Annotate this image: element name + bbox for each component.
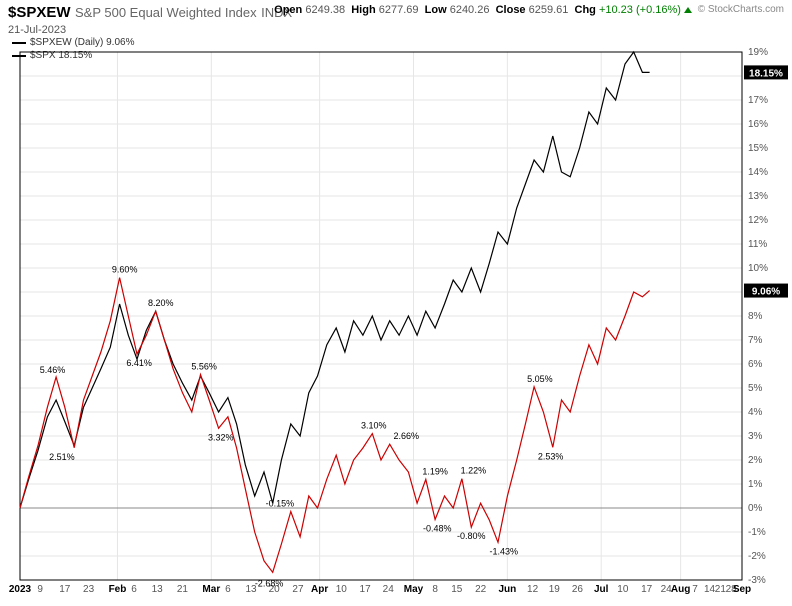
svg-text:8.20%: 8.20% [148,298,174,308]
svg-text:7: 7 [692,584,698,595]
svg-text:17: 17 [360,584,372,595]
svg-text:3.32%: 3.32% [208,432,234,442]
svg-text:Mar: Mar [202,584,220,595]
svg-text:Sep: Sep [733,584,751,595]
svg-text:22: 22 [475,584,487,595]
chart-svg: -3%-2%-1%0%1%2%3%4%5%6%7%8%9%10%11%12%13… [0,0,792,606]
svg-text:17%: 17% [748,95,768,106]
stock-chart: $SPXEW S&P 500 Equal Weighted Index INDX… [0,0,792,606]
svg-text:1%: 1% [748,479,763,490]
svg-text:12%: 12% [748,215,768,226]
svg-text:12: 12 [527,584,539,595]
svg-text:9.60%: 9.60% [112,265,138,275]
svg-text:-1.43%: -1.43% [489,546,518,556]
svg-text:17: 17 [641,584,653,595]
svg-text:2.51%: 2.51% [49,452,75,462]
svg-text:6: 6 [131,584,137,595]
svg-text:10: 10 [336,584,348,595]
svg-text:0%: 0% [748,503,763,514]
svg-text:May: May [404,584,424,595]
svg-text:2%: 2% [748,455,763,466]
svg-text:6%: 6% [748,359,763,370]
svg-text:19%: 19% [748,47,768,58]
svg-text:11%: 11% [748,239,767,250]
svg-text:21: 21 [177,584,189,595]
svg-text:27: 27 [292,584,304,595]
svg-text:-0.48%: -0.48% [423,524,452,534]
svg-text:-2%: -2% [748,551,766,562]
svg-text:2023: 2023 [9,584,32,595]
svg-text:26: 26 [572,584,584,595]
svg-text:5.05%: 5.05% [527,374,553,384]
svg-text:5.46%: 5.46% [40,365,66,375]
svg-text:10%: 10% [748,263,768,274]
svg-text:3.10%: 3.10% [361,421,387,431]
svg-text:24: 24 [383,584,395,595]
svg-text:-1%: -1% [748,527,766,538]
svg-text:5%: 5% [748,383,763,394]
svg-text:8%: 8% [748,311,763,322]
svg-text:-2.68%: -2.68% [255,578,284,588]
svg-text:19: 19 [549,584,561,595]
svg-text:14%: 14% [748,167,768,178]
svg-text:21: 21 [715,584,727,595]
svg-text:14: 14 [704,584,716,595]
svg-text:Jun: Jun [498,584,516,595]
svg-text:Apr: Apr [311,584,328,595]
svg-text:Jul: Jul [594,584,609,595]
svg-text:Aug: Aug [671,584,690,595]
svg-text:18.15%: 18.15% [749,68,783,79]
svg-text:2.66%: 2.66% [394,431,420,441]
svg-text:9.06%: 9.06% [752,287,780,298]
svg-text:5.56%: 5.56% [191,362,217,372]
svg-text:23: 23 [83,584,95,595]
svg-text:6.41%: 6.41% [126,358,152,368]
svg-text:8: 8 [432,584,438,595]
svg-text:1.22%: 1.22% [461,466,487,476]
svg-text:2.53%: 2.53% [538,451,564,461]
svg-text:15: 15 [451,584,463,595]
svg-text:16%: 16% [748,119,768,130]
svg-text:7%: 7% [748,335,763,346]
svg-text:4%: 4% [748,407,763,418]
svg-text:-0.15%: -0.15% [266,499,295,509]
svg-text:15%: 15% [748,143,768,154]
svg-text:6: 6 [225,584,231,595]
svg-text:13%: 13% [748,191,768,202]
svg-text:10: 10 [617,584,629,595]
svg-text:Feb: Feb [109,584,127,595]
svg-text:13: 13 [152,584,164,595]
svg-text:3%: 3% [748,431,763,442]
svg-text:-0.80%: -0.80% [457,531,486,541]
svg-text:1.19%: 1.19% [422,466,448,476]
svg-text:9: 9 [37,584,43,595]
svg-text:17: 17 [59,584,71,595]
